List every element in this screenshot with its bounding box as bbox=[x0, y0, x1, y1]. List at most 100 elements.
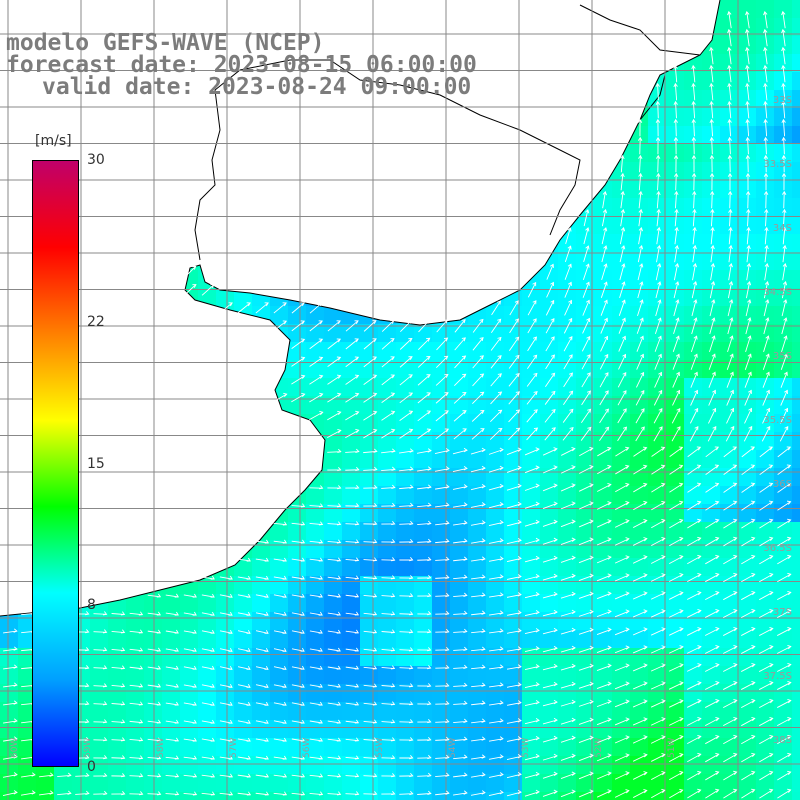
speed-cell bbox=[612, 306, 630, 324]
wind-arrow bbox=[471, 428, 485, 440]
wind-arrow bbox=[327, 593, 342, 598]
wind-arrow bbox=[650, 663, 666, 672]
speed-cell bbox=[18, 738, 36, 756]
speed-cell bbox=[396, 414, 414, 432]
wind-arrow bbox=[668, 645, 684, 654]
speed-cell bbox=[342, 630, 360, 648]
speed-cell bbox=[684, 198, 702, 216]
speed-cell bbox=[0, 792, 18, 800]
wind-arrow bbox=[472, 337, 484, 351]
wind-arrow bbox=[668, 699, 684, 708]
wind-arrow bbox=[759, 608, 774, 619]
wind-arrow bbox=[381, 719, 396, 724]
wind-arrow bbox=[471, 610, 486, 616]
speed-cell bbox=[396, 522, 414, 540]
wind-arrow bbox=[363, 410, 378, 421]
speed-cell bbox=[396, 432, 414, 450]
speed-cell bbox=[558, 432, 576, 450]
wind-arrow bbox=[219, 737, 233, 742]
speed-cell bbox=[216, 594, 234, 612]
speed-cell bbox=[774, 522, 792, 540]
wind-arrow bbox=[435, 392, 449, 404]
speed-cell bbox=[324, 378, 342, 396]
speed-cell bbox=[0, 720, 18, 738]
speed-cell bbox=[648, 342, 666, 360]
wind-arrow bbox=[777, 518, 792, 529]
wind-arrow bbox=[578, 465, 594, 474]
speed-cell bbox=[414, 468, 432, 486]
wind-arrow bbox=[560, 789, 576, 798]
speed-cell bbox=[432, 612, 450, 630]
speed-cell bbox=[108, 630, 126, 648]
wind-arrow bbox=[615, 464, 630, 475]
speed-cell bbox=[180, 702, 198, 720]
wind-arrow bbox=[273, 701, 287, 706]
speed-cell bbox=[522, 576, 540, 594]
speed-cell bbox=[486, 360, 504, 378]
speed-cell bbox=[738, 486, 756, 504]
speed-cell bbox=[558, 792, 576, 800]
wind-arrow bbox=[491, 300, 501, 316]
wind-arrow bbox=[488, 772, 504, 778]
speed-cell bbox=[288, 612, 306, 630]
wind-arrow bbox=[690, 371, 698, 388]
wind-arrow bbox=[596, 789, 612, 798]
wind-arrow bbox=[363, 539, 378, 544]
speed-cell bbox=[702, 486, 720, 504]
wind-arrow bbox=[363, 466, 378, 472]
speed-cell bbox=[324, 738, 342, 756]
wind-arrow bbox=[686, 627, 702, 636]
wind-arrow bbox=[601, 209, 608, 227]
speed-cell bbox=[378, 504, 396, 522]
wind-arrow bbox=[727, 154, 733, 173]
wind-arrow bbox=[759, 572, 774, 583]
wind-arrow bbox=[578, 519, 594, 528]
speed-cell bbox=[108, 702, 126, 720]
speed-cell bbox=[792, 756, 800, 774]
speed-cell bbox=[324, 720, 342, 738]
lat-label: 38S bbox=[773, 735, 792, 746]
speed-cell bbox=[162, 630, 180, 648]
wind-arrow bbox=[237, 791, 252, 796]
speed-cell bbox=[378, 468, 396, 486]
wind-arrow bbox=[542, 465, 558, 474]
wind-arrow bbox=[705, 572, 720, 583]
wind-arrow bbox=[273, 611, 287, 616]
wind-arrow bbox=[745, 281, 752, 299]
speed-cell bbox=[90, 792, 108, 800]
speed-cell bbox=[504, 630, 522, 648]
wind-arrow bbox=[723, 482, 738, 493]
coastline bbox=[0, 0, 721, 617]
wind-arrow bbox=[565, 227, 572, 245]
wind-arrow bbox=[632, 645, 648, 654]
speed-cell bbox=[252, 720, 270, 738]
speed-cell bbox=[450, 720, 468, 738]
wind-arrow bbox=[741, 608, 756, 619]
speed-cell bbox=[306, 486, 324, 504]
wind-arrow bbox=[560, 627, 576, 635]
speed-cell bbox=[720, 0, 738, 18]
speed-cell bbox=[216, 720, 234, 738]
wind-arrow bbox=[506, 465, 522, 473]
speed-cell bbox=[252, 792, 270, 800]
speed-cell bbox=[396, 774, 414, 792]
speed-cell bbox=[792, 522, 800, 540]
speed-cell bbox=[792, 702, 800, 720]
speed-cell bbox=[288, 360, 306, 378]
speed-cell bbox=[720, 306, 738, 324]
speed-cell bbox=[666, 414, 684, 432]
wind-arrow bbox=[560, 519, 576, 528]
wind-arrow bbox=[363, 320, 377, 332]
wind-arrow bbox=[471, 664, 486, 670]
wind-arrow bbox=[237, 557, 251, 562]
speed-cell bbox=[756, 324, 774, 342]
speed-cell bbox=[216, 702, 234, 720]
wind-arrow bbox=[673, 100, 678, 119]
wind-arrow bbox=[345, 701, 360, 706]
wind-arrow bbox=[3, 628, 18, 634]
wind-arrow bbox=[309, 320, 323, 332]
wind-arrow bbox=[3, 664, 18, 670]
speed-cell bbox=[432, 774, 450, 792]
wind-arrow bbox=[509, 318, 519, 334]
speed-cell bbox=[378, 666, 396, 684]
